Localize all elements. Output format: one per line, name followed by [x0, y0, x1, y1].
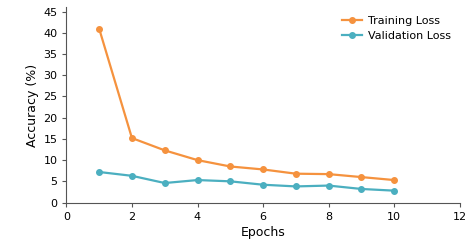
Training Loss — [260, 168, 266, 171]
Training Loss — [392, 179, 397, 182]
Validation Loss — [326, 184, 331, 187]
Validation Loss — [162, 182, 167, 185]
Validation Loss — [96, 170, 102, 173]
Validation Loss — [129, 174, 135, 177]
Legend: Training Loss, Validation Loss: Training Loss, Validation Loss — [339, 13, 454, 44]
Training Loss — [293, 172, 299, 175]
Validation Loss — [195, 179, 201, 182]
Training Loss — [228, 165, 233, 168]
Training Loss — [326, 173, 331, 176]
Training Loss — [129, 137, 135, 140]
X-axis label: Epochs: Epochs — [241, 226, 285, 239]
Training Loss — [96, 27, 102, 30]
Training Loss — [162, 149, 167, 152]
Validation Loss — [260, 183, 266, 186]
Validation Loss — [392, 189, 397, 192]
Y-axis label: Accuracy (%): Accuracy (%) — [26, 63, 39, 146]
Line: Training Loss: Training Loss — [96, 26, 397, 183]
Validation Loss — [358, 187, 364, 190]
Validation Loss — [228, 180, 233, 183]
Validation Loss — [293, 185, 299, 188]
Training Loss — [358, 176, 364, 179]
Training Loss — [195, 159, 201, 162]
Line: Validation Loss: Validation Loss — [96, 169, 397, 193]
